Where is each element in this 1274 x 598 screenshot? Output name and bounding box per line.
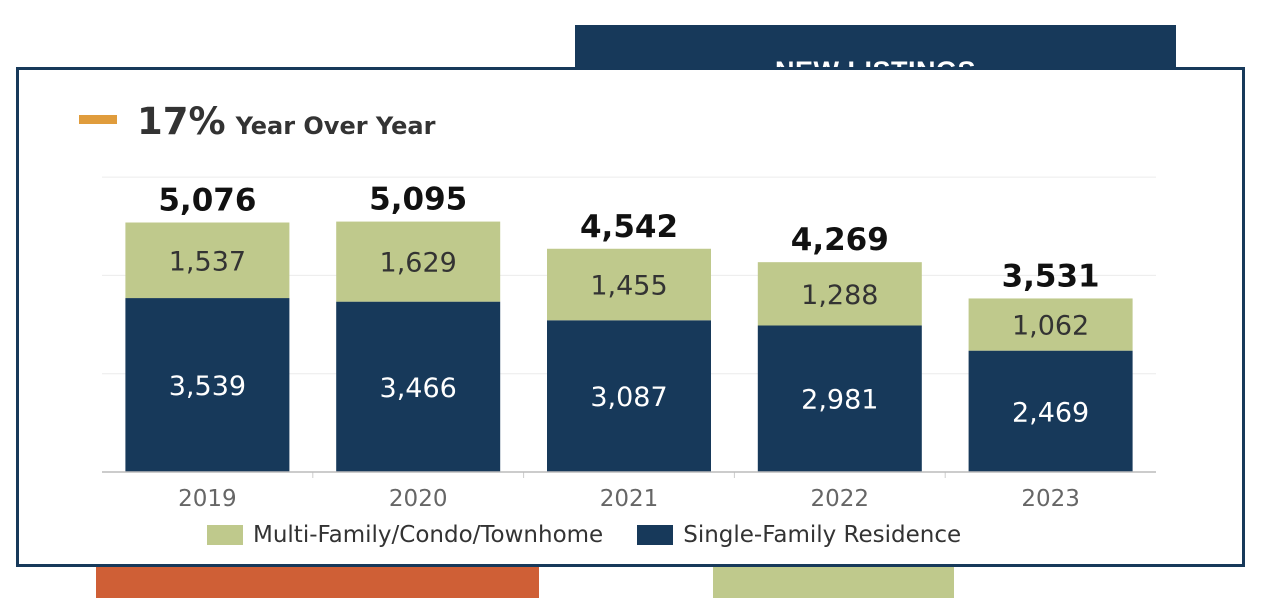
bar-single-family-2020 — [336, 301, 501, 472]
x-tick-label-2023: 2023 — [1021, 486, 1080, 512]
yoy-percent: 17% — [137, 100, 226, 143]
value-label-multi-family-2023: 1,062 — [1012, 311, 1089, 342]
value-label-single-family-2019: 3,539 — [169, 371, 246, 402]
decorative-bar-green — [713, 567, 954, 598]
bar-single-family-2019 — [125, 298, 290, 472]
total-label-2023: 3,531 — [1002, 258, 1100, 294]
legend-item-multi-family: Multi-Family/Condo/Townhome — [207, 522, 603, 548]
bar-multi-family-2023 — [968, 298, 1133, 351]
legend-label-multi-family: Multi-Family/Condo/Townhome — [253, 522, 604, 548]
bar-multi-family-2021 — [547, 248, 711, 321]
value-label-single-family-2023: 2,469 — [1012, 397, 1089, 428]
total-label-2020: 5,095 — [369, 182, 467, 218]
total-label-2021: 4,542 — [580, 209, 678, 245]
yoy-dash-icon — [79, 115, 117, 124]
legend-label-single-family: Single-Family Residence — [683, 522, 962, 548]
value-label-multi-family-2019: 1,537 — [169, 246, 246, 277]
value-label-single-family-2020: 3,466 — [380, 373, 457, 404]
x-tick-label-2020: 2020 — [389, 486, 448, 512]
value-label-single-family-2022: 2,981 — [801, 385, 878, 416]
bar-multi-family-2020 — [336, 221, 501, 302]
bar-multi-family-2019 — [125, 222, 290, 299]
legend-swatch-single-family — [637, 525, 674, 545]
total-label-2019: 5,076 — [158, 183, 256, 219]
x-tick-label-2019: 2019 — [178, 486, 237, 512]
yoy-label: Year Over Year — [235, 112, 436, 140]
bar-multi-family-2022 — [757, 262, 922, 326]
bar-single-family-2022 — [757, 325, 922, 472]
legend-swatch-multi-family — [207, 525, 243, 545]
x-tick-label-2021: 2021 — [600, 486, 659, 512]
value-label-multi-family-2021: 1,455 — [590, 271, 667, 302]
legend-item-single-family: Single-Family Residence — [637, 522, 961, 548]
value-label-multi-family-2022: 1,288 — [801, 280, 878, 311]
total-label-2022: 4,269 — [791, 222, 889, 258]
bar-single-family-2021 — [547, 320, 711, 472]
value-label-single-family-2021: 3,087 — [590, 382, 667, 413]
x-tick-label-2022: 2022 — [811, 486, 870, 512]
decorative-bar-orange — [96, 567, 539, 598]
bar-single-family-2023 — [968, 350, 1133, 472]
legend: Multi-Family/Condo/Townhome Single-Famil… — [207, 522, 995, 548]
value-label-multi-family-2020: 1,629 — [380, 248, 457, 279]
yoy-indicator: 17% Year Over Year — [79, 100, 435, 144]
